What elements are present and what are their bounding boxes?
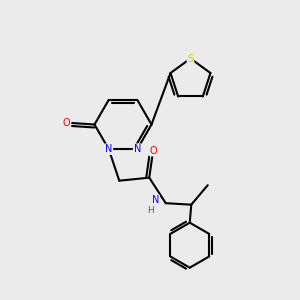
Text: N: N (134, 144, 141, 154)
Text: O: O (150, 146, 158, 156)
Text: O: O (63, 118, 70, 128)
Text: H: H (147, 206, 154, 215)
Text: S: S (188, 53, 194, 64)
Text: N: N (152, 195, 159, 205)
Text: N: N (105, 144, 112, 154)
